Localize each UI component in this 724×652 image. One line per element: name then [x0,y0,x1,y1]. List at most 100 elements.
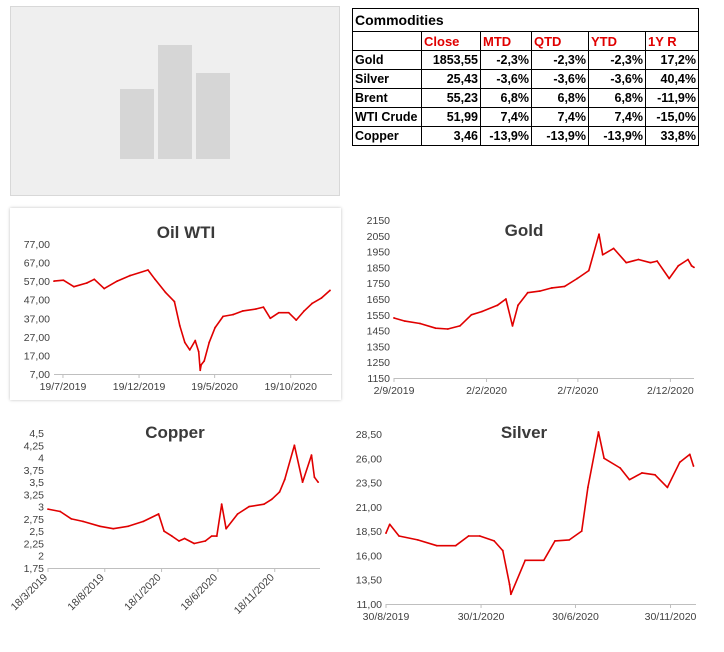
y-tick-label: 26,00 [356,453,382,465]
data-point [311,302,314,305]
y-tick-label: 2,25 [24,538,45,550]
data-point [398,535,400,537]
mtd-value: -13,9% [480,126,532,146]
x-tick-label: 18/11/2020 [232,572,277,617]
data-point [99,525,101,528]
data-point [214,326,217,329]
data-point [70,518,73,520]
x-tick-label: 18/8/2019 [65,572,107,614]
data-point [637,258,640,261]
y-tick-label: 3,25 [24,489,45,501]
data-point [293,444,296,447]
x-tick-label: 19/7/2019 [40,381,87,393]
table-row: Brent 55,23 6,8% 6,8% 6,8% -11,9% [352,88,699,108]
data-point [511,324,514,327]
data-point [183,341,186,344]
y-tick-label: 2050 [367,231,391,243]
data-point [416,538,419,541]
data-point [687,258,689,261]
ytd-value: -3,6% [588,69,646,89]
close-value: 55,23 [421,88,481,108]
commodities-table: Commodities Close MTD QTD YTD 1Y R Gold … [352,8,699,146]
x-tick-label: 18/3/2019 [9,572,51,614]
data-point [470,313,473,316]
data-point [157,513,160,515]
data-point [116,280,119,283]
x-tick-label: 18/1/2020 [122,572,164,614]
data-point [434,327,437,330]
data-point [601,253,604,256]
y-tick-label: 47,00 [24,295,50,307]
data-point [480,310,483,313]
data-point [199,369,202,372]
x-tick-label: 2/2/2020 [466,385,507,397]
data-point [478,535,481,537]
y-tick-label: 13,50 [356,575,382,587]
data-point [454,544,457,547]
data-point [295,319,298,322]
data-point [693,266,695,269]
placeholder-bar-3 [196,73,230,159]
x-tick-label: 18/6/2020 [179,572,221,614]
ytd-value: 6,8% [588,88,646,108]
data-point [625,261,628,264]
data-point [93,278,96,281]
chart-oil-wti: Oil WTI 77,00 67,00 57,00 47,00 37,00 27,00 17,… [10,208,341,400]
data-point [509,593,512,596]
x-tick-label: 19/5/2020 [191,381,238,393]
data-point [329,289,331,292]
data-point [641,471,643,474]
y-tick-label: 67,00 [24,258,50,270]
y-tick-label: 23,50 [356,478,382,490]
y-tick-label: 37,00 [24,313,50,325]
data-point [164,291,167,294]
mtd-value: 6,8% [480,88,532,108]
data-point [263,503,265,506]
data-point [692,465,695,467]
y-tick-label: 28,50 [356,429,382,441]
y-tick-label: 77,00 [24,239,50,251]
y-tick-label: 2150 [367,215,391,227]
chart-copper: Copper 4,5 4,25 4 3,75 3,5 3,25 3 2,75 2,5 2,25 2 1,… [9,408,330,644]
data-point [419,322,421,325]
data-point [313,476,316,479]
data-point [403,320,406,323]
1y-return-value: 40,4% [645,69,699,89]
data-point [47,508,49,510]
data-point [580,530,583,533]
data-point [194,339,197,342]
y-tick-label: 1350 [367,341,391,353]
table-row: WTI Crude 51,99 7,4% 7,4% 7,4% -15,0% [352,107,699,127]
y-tick-label: 1550 [367,310,391,322]
1y-return-value: 17,2% [645,50,699,70]
data-point [183,537,186,540]
data-point [171,535,173,537]
table-title: Commodities [352,8,699,32]
data-point [62,279,65,282]
data-point [467,535,470,537]
data-point [215,535,218,537]
data-point [173,300,176,303]
data-point [283,478,286,481]
data-point [220,503,223,506]
commodity-name: Brent [352,88,422,108]
chart-gold-svg: Gold 2150 2050 1950 1850 1750 1650 1550 1450 1350… [367,215,695,397]
data-point [388,523,391,526]
x-tick-label: 19/10/2020 [264,381,317,393]
series-line [393,233,695,330]
x-tick-label: 2/9/2019 [374,385,415,397]
y-tick-label: 1150 [367,373,390,385]
data-point [393,317,395,319]
chart-copper-svg: Copper 4,54,2543,753,53,2532,752,52,2521,… [9,423,320,617]
data-point [301,481,304,483]
data-point [142,520,145,523]
header-cell: YTD [588,31,646,51]
data-point [508,583,511,586]
data-point [628,478,631,481]
commodity-name: Gold [352,50,422,70]
data-point [208,341,211,344]
qtd-value: -13,9% [531,126,589,146]
data-point [526,291,529,294]
close-value: 25,43 [421,69,481,89]
commodity-name: Silver [352,69,422,89]
